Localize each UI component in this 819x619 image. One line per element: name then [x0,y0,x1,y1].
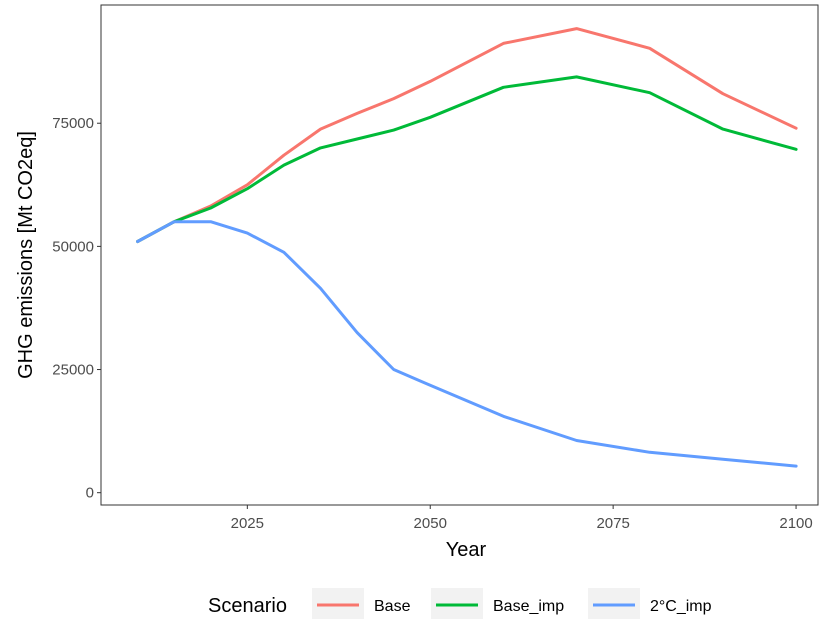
y-tick-label: 75000 [52,115,94,132]
y-tick-label: 25000 [52,362,94,379]
legend-item-base: Base [312,588,411,619]
legend-label: Base [374,598,411,615]
plot-panel-border [100,4,819,506]
y-tick-label: 50000 [52,238,94,255]
series-layer [136,27,798,468]
x-axis-ticks: 2025 2050 2075 2100 [231,505,813,532]
x-axis-title: Year [446,539,487,561]
legend-item-2-c-imp: 2°C_imp [588,588,712,619]
y-tick-label: 0 [86,485,94,502]
x-tick-label: 2100 [779,515,812,532]
legend: Scenario Base Base_imp 2°C_imp [208,588,712,619]
legend-label: 2°C_imp [650,598,712,615]
plot-area: 2025 2050 2075 2100 0 25000 50000 75000 [52,4,819,532]
x-tick-label: 2025 [231,515,264,532]
y-axis-ticks: 0 25000 50000 75000 [52,115,101,502]
y-axis-title: GHG emissions [Mt CO2eq] [15,131,37,379]
series-line-base [136,27,798,243]
legend-item-base-imp: Base_imp [431,588,564,619]
legend-title: Scenario [208,595,287,617]
legend-label: Base_imp [493,598,564,615]
x-tick-label: 2050 [414,515,447,532]
series-line-base-imp [136,75,798,243]
series-line-2-c-imp [136,220,798,468]
x-tick-label: 2075 [596,515,629,532]
